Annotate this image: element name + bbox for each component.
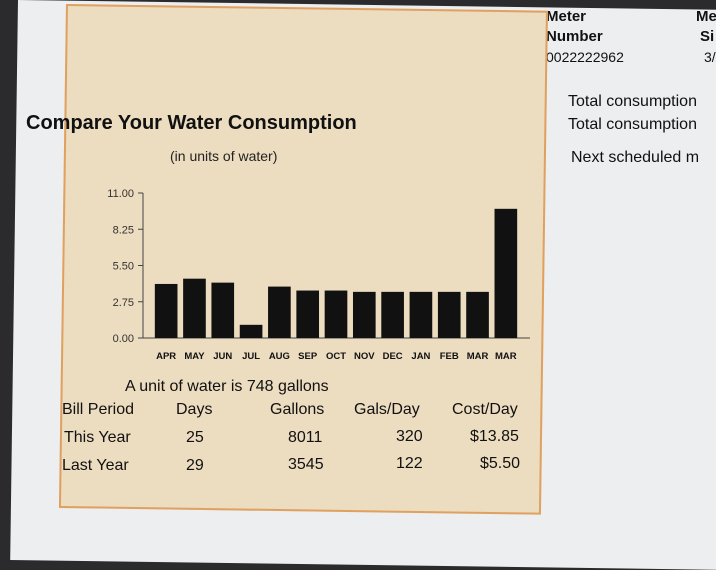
total-consumption-1: Total consumption: [568, 93, 697, 110]
bar-oct-6: [324, 290, 348, 338]
x-tick-label: MAR: [467, 351, 489, 362]
meter-info: Meter Number 0022222962 Me Si 3/ Total c…: [540, 0, 716, 537]
bar-aug-4: [268, 286, 291, 338]
row-this-year-gals-day: 320: [396, 428, 423, 445]
bar-nov-7: [352, 291, 376, 338]
bar-mar-11: [466, 291, 489, 338]
x-tick-label: AUG: [269, 351, 290, 362]
y-tick-label: 8.25: [113, 224, 134, 236]
x-tick-label: DEC: [383, 351, 403, 362]
meter-header-2b: Si: [700, 28, 715, 45]
bar-mar-12: [494, 208, 518, 338]
bar-jun-2: [211, 282, 235, 338]
bar-may-1: [183, 278, 206, 338]
bar-jan-9: [409, 291, 433, 338]
bar-apr-0: [154, 283, 178, 338]
meter-header-number: Number: [546, 28, 603, 45]
meter-number: 0022222962: [546, 49, 624, 65]
x-tick-label: JUL: [242, 351, 260, 362]
x-tick-label: APR: [156, 351, 176, 362]
row-this-year-cost: $13.85: [470, 428, 519, 445]
bar-jul-3: [239, 324, 263, 338]
header-cost-day: Cost/Day: [452, 401, 518, 418]
x-tick-label: SEP: [298, 351, 318, 362]
x-tick-label: MAR: [495, 351, 517, 362]
y-tick-label: 5.50: [113, 261, 134, 273]
next-scheduled: Next scheduled m: [571, 149, 700, 166]
chart-title: Compare Your Water Consumption: [26, 112, 357, 134]
row-last-year-label: Last Year: [62, 457, 129, 474]
y-tick-label: 2.75: [113, 297, 134, 309]
x-tick-label: OCT: [326, 351, 346, 362]
y-tick-label: 11.00: [107, 188, 134, 200]
bar-dec-8: [381, 291, 404, 338]
row-this-year-label: This Year: [64, 429, 131, 446]
meter-header-2: Me: [696, 8, 716, 25]
x-tick-label: FEB: [440, 351, 459, 362]
row-last-year-gallons: 3545: [288, 456, 324, 473]
row-this-year-days: 25: [186, 429, 204, 446]
y-tick-label: 0.00: [113, 333, 134, 345]
meter-value-2: 3/: [704, 49, 716, 65]
unit-note: A unit of water is 748 gallons: [125, 378, 329, 395]
bar-feb-10: [437, 291, 461, 338]
total-consumption-2: Total consumption: [568, 116, 697, 133]
x-tick-label: NOV: [354, 351, 375, 362]
row-last-year-days: 29: [186, 457, 204, 474]
x-tick-label: JUN: [213, 351, 232, 362]
header-gallons: Gallons: [270, 401, 325, 418]
bar-sep-5: [296, 290, 320, 338]
chart-subtitle: (in units of water): [170, 148, 278, 164]
consumption-chart: 11.00 8.25 5.50 2.75 0.00 APR MAY JUN JUL AUG SEP O…: [107, 188, 530, 362]
row-this-year-gallons: 8011: [288, 429, 323, 446]
meter-header: Meter: [546, 8, 587, 25]
header-gals-day: Gals/Day: [354, 401, 420, 418]
x-tick-label: JAN: [411, 351, 430, 362]
row-last-year-gals-day: 122: [396, 455, 423, 472]
header-days: Days: [176, 401, 213, 418]
header-bill-period: Bill Period: [62, 401, 135, 418]
row-last-year-cost: $5.50: [480, 455, 521, 472]
x-tick-label: MAY: [184, 351, 205, 362]
